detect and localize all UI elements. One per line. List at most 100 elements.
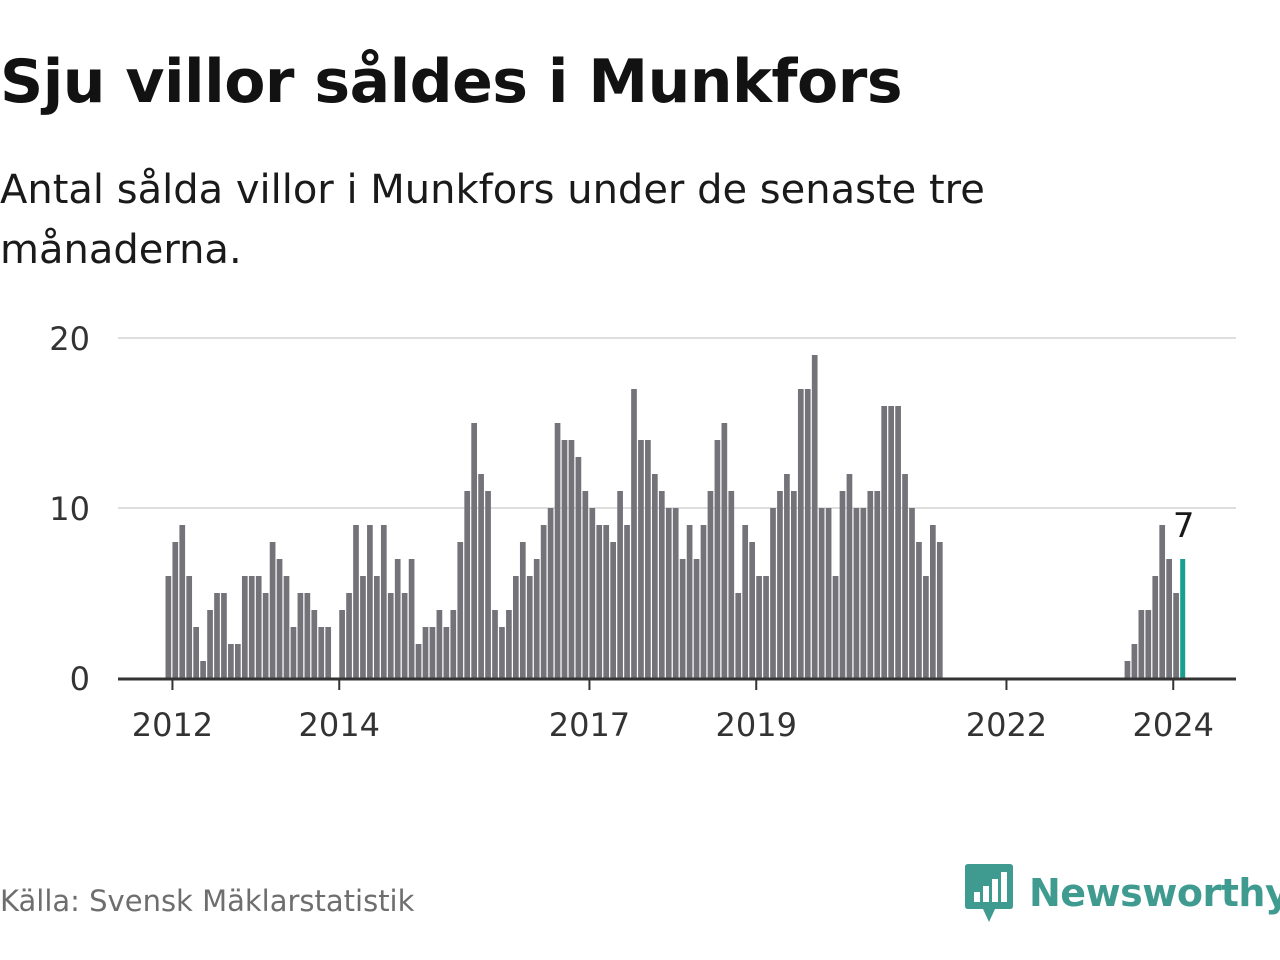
bar	[853, 508, 860, 678]
bar	[478, 474, 484, 678]
bar	[443, 627, 450, 678]
bar	[742, 525, 749, 678]
chart-subtitle: Antal sålda villor i Munkfors under de s…	[0, 167, 985, 273]
bar	[923, 576, 929, 678]
bar	[526, 576, 533, 678]
bar	[596, 525, 603, 678]
y-axis-ticks: 0 10 20	[49, 320, 90, 698]
bar	[756, 576, 762, 678]
bar	[672, 508, 679, 678]
bar	[1159, 525, 1166, 678]
bar	[506, 610, 512, 678]
bar	[228, 644, 234, 678]
newsworthy-logo: Newsworthy	[963, 862, 1280, 924]
bar	[707, 491, 714, 678]
bar	[380, 525, 387, 678]
bar	[881, 406, 888, 678]
bar	[1173, 593, 1179, 678]
bar	[735, 593, 742, 678]
bar	[339, 610, 345, 678]
bar	[513, 576, 519, 678]
highlight-value-label: 7	[1173, 506, 1195, 546]
bar	[540, 525, 547, 678]
bar	[624, 525, 630, 678]
bar	[797, 389, 804, 678]
bar	[436, 610, 443, 678]
y-tick-label: 20	[49, 320, 90, 358]
bar	[471, 423, 477, 678]
bar	[763, 576, 769, 678]
bar	[804, 389, 811, 678]
source-note: Källa: Svensk Mäklarstatistik	[0, 884, 415, 918]
bar	[721, 423, 728, 678]
bar	[679, 559, 686, 678]
bar	[269, 542, 276, 678]
bar	[617, 491, 623, 678]
bar	[241, 576, 248, 678]
bar	[353, 525, 359, 678]
bar	[610, 542, 616, 678]
data-labels: 7	[1173, 506, 1195, 546]
bar	[777, 491, 783, 678]
bar	[895, 406, 901, 678]
bar	[930, 525, 936, 678]
bar	[916, 542, 922, 678]
bar	[1124, 661, 1131, 678]
bar	[575, 457, 582, 678]
bar	[318, 627, 325, 678]
bar	[186, 576, 193, 678]
bar	[1131, 644, 1138, 678]
bar	[346, 593, 352, 678]
bar	[589, 508, 596, 678]
bar	[561, 440, 568, 678]
bar	[631, 389, 637, 678]
bar	[714, 440, 721, 678]
chart-title: Sju villor såldes i Munkfors	[0, 47, 903, 117]
bar	[603, 525, 610, 678]
bar	[207, 610, 213, 678]
bar	[1138, 610, 1145, 678]
x-tick-label: 2012	[132, 706, 213, 744]
bar	[200, 661, 206, 678]
bar	[784, 474, 790, 678]
x-tick-label: 2017	[549, 706, 630, 744]
x-axis-ticks: 2012 2014 2017 2019 2022 2024	[132, 678, 1214, 744]
bar	[728, 491, 735, 678]
x-tick-label: 2022	[966, 706, 1047, 744]
newsworthy-logo-icon	[965, 864, 1013, 922]
bar	[1152, 576, 1159, 678]
bar	[658, 491, 665, 678]
bar	[791, 491, 797, 678]
bar	[832, 576, 839, 678]
bar	[860, 508, 867, 678]
bar	[818, 508, 825, 678]
y-tick-label: 10	[49, 490, 90, 528]
bar	[874, 491, 881, 678]
bar	[283, 576, 290, 678]
bar	[825, 508, 832, 678]
bar	[652, 474, 658, 678]
bar	[450, 610, 457, 678]
bar	[909, 508, 915, 678]
bar	[638, 440, 644, 678]
bar	[811, 355, 818, 678]
bar	[936, 542, 943, 678]
bar	[749, 542, 755, 678]
bar	[645, 440, 651, 678]
bar	[485, 491, 491, 678]
bars	[165, 355, 1186, 678]
bar	[165, 576, 172, 678]
bar	[693, 559, 700, 678]
bar	[568, 440, 575, 678]
bar	[547, 508, 554, 678]
bar	[533, 559, 540, 678]
bar	[1166, 559, 1172, 678]
bar	[262, 593, 269, 678]
bar	[770, 508, 776, 678]
bar	[235, 644, 241, 678]
bar	[519, 542, 526, 678]
bar	[415, 644, 422, 678]
x-tick-label: 2024	[1133, 706, 1214, 744]
bar	[172, 542, 179, 678]
bar-chart: 0 10 20 2012 2014 2017 2019 2022 2024 7	[49, 320, 1236, 744]
